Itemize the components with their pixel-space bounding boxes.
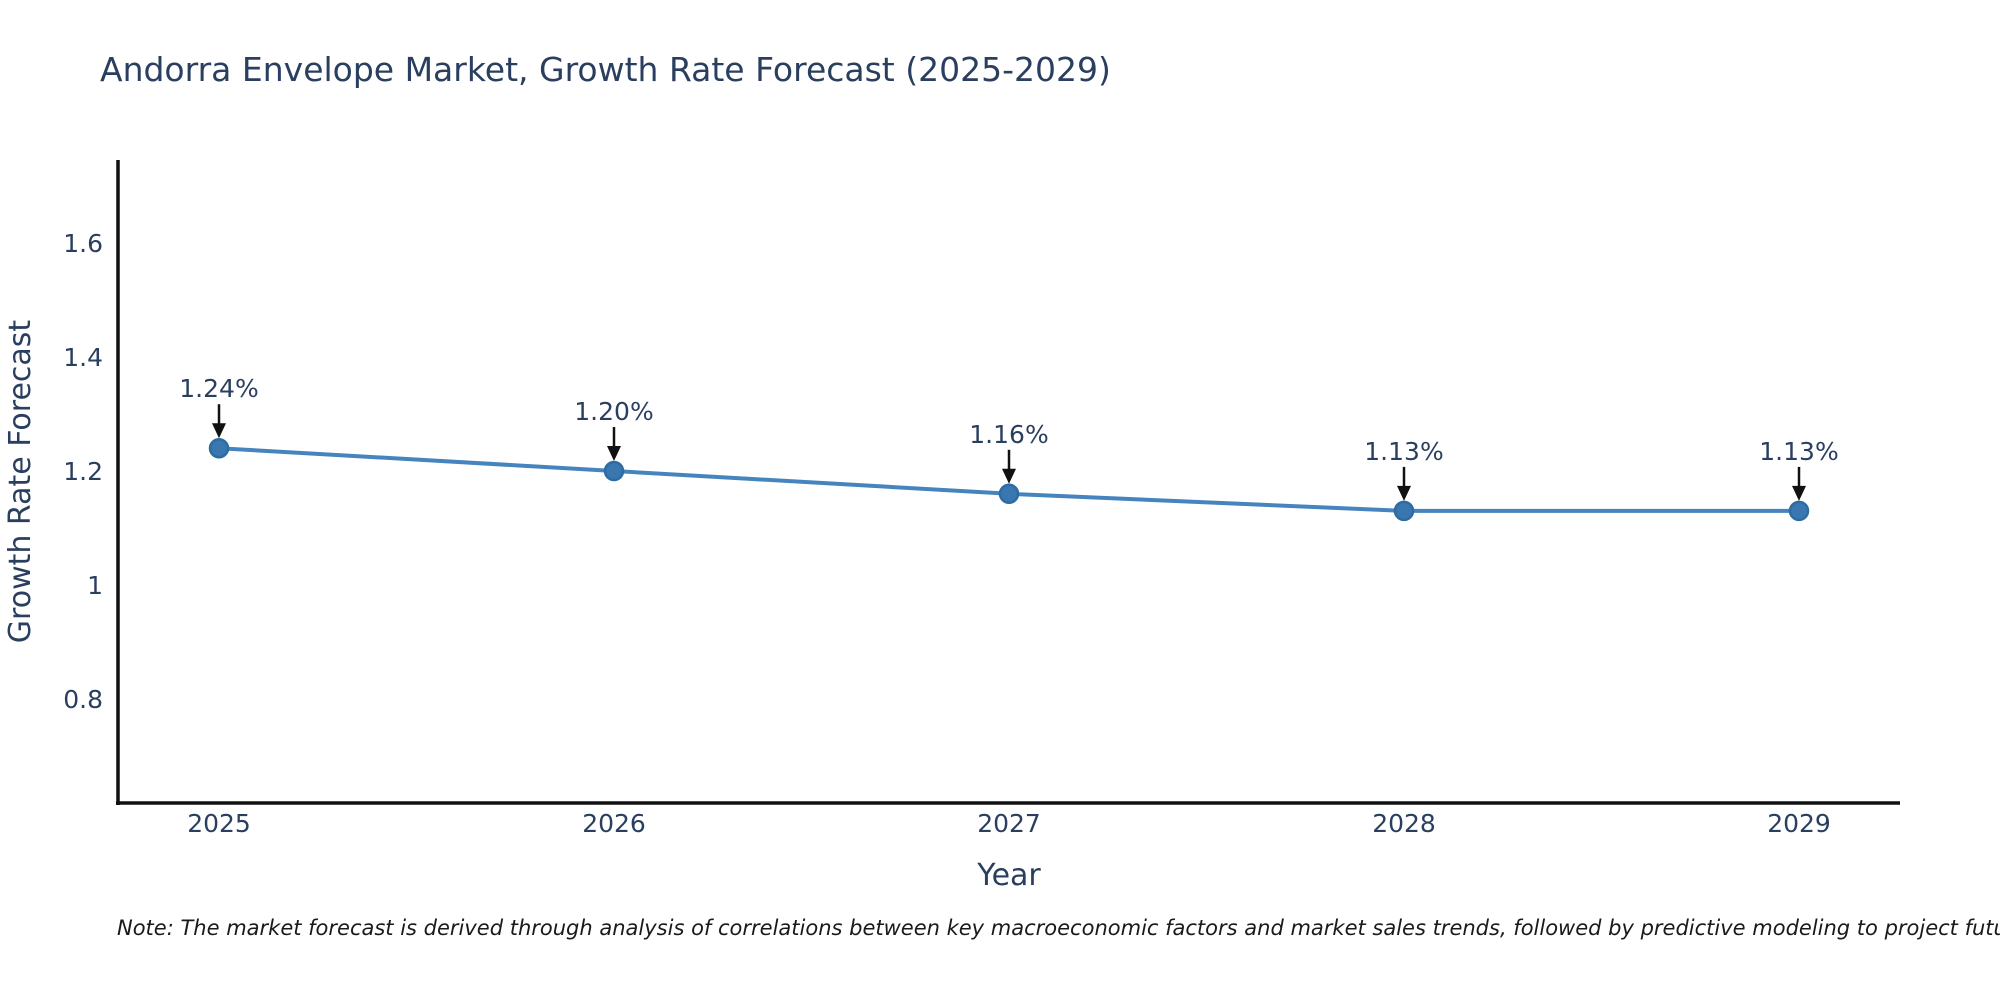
point-value-label: 1.16% [969, 420, 1048, 449]
data-point-2029[interactable] [1788, 500, 1810, 522]
y-tick-label: 1.4 [63, 343, 103, 372]
x-tick-label: 2026 [582, 809, 646, 838]
annotation-arrow-head-icon [1792, 485, 1806, 501]
x-tick-label: 2029 [1767, 809, 1831, 838]
annotation-arrow-head-icon [212, 423, 226, 439]
point-value-label: 1.24% [179, 374, 258, 403]
point-value-label: 1.20% [574, 397, 653, 426]
point-value-label: 1.13% [1759, 437, 1838, 466]
data-point-2025[interactable] [208, 437, 230, 459]
footnote: Note: The market forecast is derived thr… [117, 916, 2000, 940]
footnote-container: Note: The market forecast is derived thr… [117, 916, 2000, 950]
x-tick-label: 2025 [187, 809, 251, 838]
chart-title: Andorra Envelope Market, Growth Rate For… [100, 50, 1111, 89]
x-tick-label: 2028 [1372, 809, 1436, 838]
annotation-arrow-head-icon [1002, 468, 1016, 484]
data-point-2027[interactable] [998, 483, 1020, 505]
point-value-label: 1.13% [1364, 437, 1443, 466]
y-axis-title: Growth Rate Forecast [3, 320, 38, 644]
y-tick-label: 1.2 [63, 457, 103, 486]
data-point-2028[interactable] [1393, 500, 1415, 522]
growth-rate-line-chart: 1.6 1.4 1.2 1 0.8 2025 2026 2027 2028 2029 Growth … [3, 160, 1900, 893]
y-tick-label: 1 [87, 571, 103, 600]
y-tick-label: 1.6 [63, 229, 103, 258]
x-axis-title: Year [976, 858, 1041, 893]
annotation-arrow-head-icon [1397, 485, 1411, 501]
annotation-arrow-head-icon [607, 446, 621, 461]
data-point-2026[interactable] [603, 460, 625, 482]
y-tick-label: 0.8 [63, 685, 103, 714]
x-tick-label: 2027 [977, 809, 1041, 838]
